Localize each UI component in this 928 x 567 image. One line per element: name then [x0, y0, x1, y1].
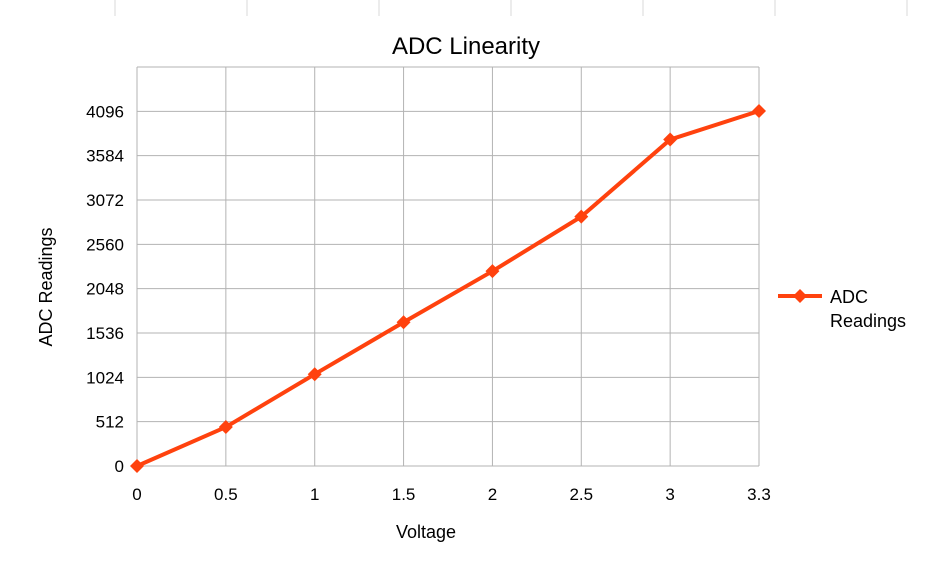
- data-point-marker: [130, 459, 144, 473]
- data-point-marker: [574, 209, 589, 224]
- grid-lines: [136, 66, 760, 467]
- y-tick-label: 3584: [86, 147, 124, 166]
- y-tick-label: 3072: [86, 191, 124, 210]
- top-border-ticks: [114, 0, 908, 16]
- x-tick-label: 3: [665, 485, 674, 504]
- series-line: [136, 109, 760, 468]
- x-tick-label: 1.5: [392, 485, 416, 504]
- y-tick-label: 0: [115, 457, 124, 476]
- data-point-marker: [663, 132, 678, 147]
- x-tick-label: 3.3: [747, 485, 771, 504]
- data-point-marker: [752, 103, 766, 118]
- legend-label-line-2: Readings: [830, 311, 906, 331]
- data-point-marker: [485, 264, 500, 279]
- data-point-marker: [307, 367, 322, 382]
- y-tick-label: 4096: [86, 102, 124, 121]
- series-adc-readings: [130, 103, 766, 473]
- data-point-marker: [218, 420, 233, 435]
- data-point-marker: [396, 315, 411, 330]
- y-tick-label: 2560: [86, 235, 124, 254]
- legend-label: ADC Readings: [830, 287, 906, 331]
- y-tick-label: 512: [96, 413, 124, 432]
- x-tick-label: 1: [310, 485, 319, 504]
- legend-label-line-1: ADC: [830, 287, 868, 307]
- y-tick-labels: 0 512 1024 1536 2048 2560 3072 3584 4096: [86, 102, 124, 476]
- x-tick-label: 0: [132, 485, 141, 504]
- x-tick-label: 2.5: [569, 485, 593, 504]
- x-axis-title: Voltage: [396, 522, 456, 542]
- x-tick-label: 0.5: [214, 485, 238, 504]
- x-tick-label: 2: [488, 485, 497, 504]
- y-axis-title: ADC Readings: [36, 227, 56, 346]
- x-tick-labels: 0 0.5 1 1.5 2 2.5 3 3.3: [132, 485, 771, 504]
- y-tick-label: 2048: [86, 280, 124, 299]
- legend: ADC Readings: [778, 287, 906, 331]
- legend-marker-swatch: [793, 289, 807, 303]
- y-tick-label: 1024: [86, 368, 124, 387]
- chart-title: ADC Linearity: [392, 33, 540, 60]
- y-tick-label: 1536: [86, 324, 124, 343]
